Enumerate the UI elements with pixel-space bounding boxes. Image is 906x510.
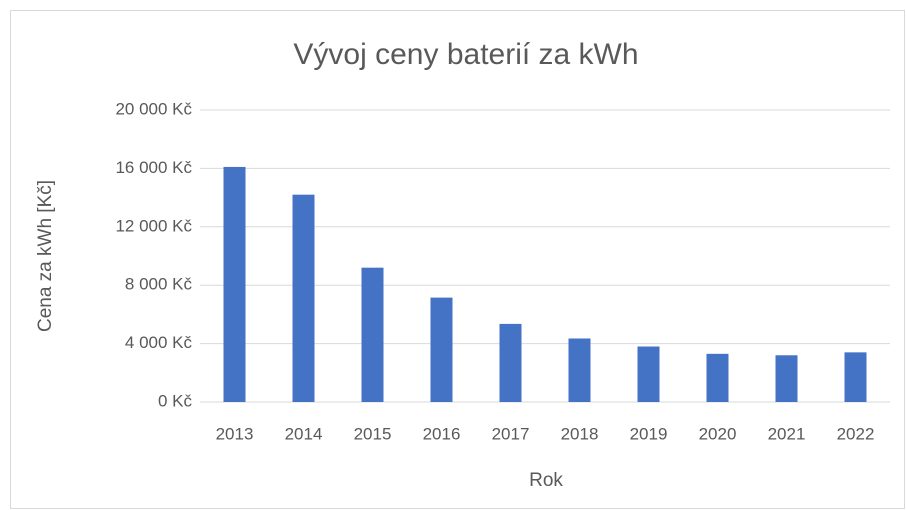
- x-tick-label: 2016: [423, 424, 461, 443]
- bar: [430, 297, 453, 402]
- y-tick-label: 4 000 Kč: [125, 333, 193, 352]
- y-axis-title: Cena za kWh [Kč]: [35, 180, 56, 332]
- x-tick-label: 2017: [492, 424, 530, 443]
- bar: [637, 346, 660, 402]
- y-tick-label: 0 Kč: [158, 391, 193, 410]
- x-tick-label: 2019: [630, 424, 668, 443]
- x-tick-label: 2022: [837, 424, 875, 443]
- bar: [292, 194, 315, 402]
- y-tick-label: 16 000 Kč: [115, 158, 192, 177]
- bar: [568, 338, 591, 402]
- x-tick-label: 2014: [285, 424, 323, 443]
- chart-frame: [10, 10, 905, 509]
- x-axis-title: Rok: [529, 470, 563, 491]
- bar: [361, 267, 384, 402]
- bar: [223, 166, 246, 402]
- bar: [499, 323, 522, 402]
- y-tick-label: 12 000 Kč: [115, 216, 192, 235]
- x-tick-label: 2015: [354, 424, 392, 443]
- chart-title: Vývoj ceny baterií za kWh: [293, 38, 638, 71]
- y-tick-label: 8 000 Kč: [125, 275, 193, 294]
- x-tick-label: 2020: [699, 424, 737, 443]
- bar: [706, 353, 729, 402]
- y-tick-label: 20 000 Kč: [115, 99, 192, 118]
- x-tick-label: 2013: [216, 424, 254, 443]
- bar: [775, 355, 798, 402]
- bar: [844, 352, 867, 402]
- x-tick-label: 2018: [561, 424, 599, 443]
- x-tick-label: 2021: [768, 424, 806, 443]
